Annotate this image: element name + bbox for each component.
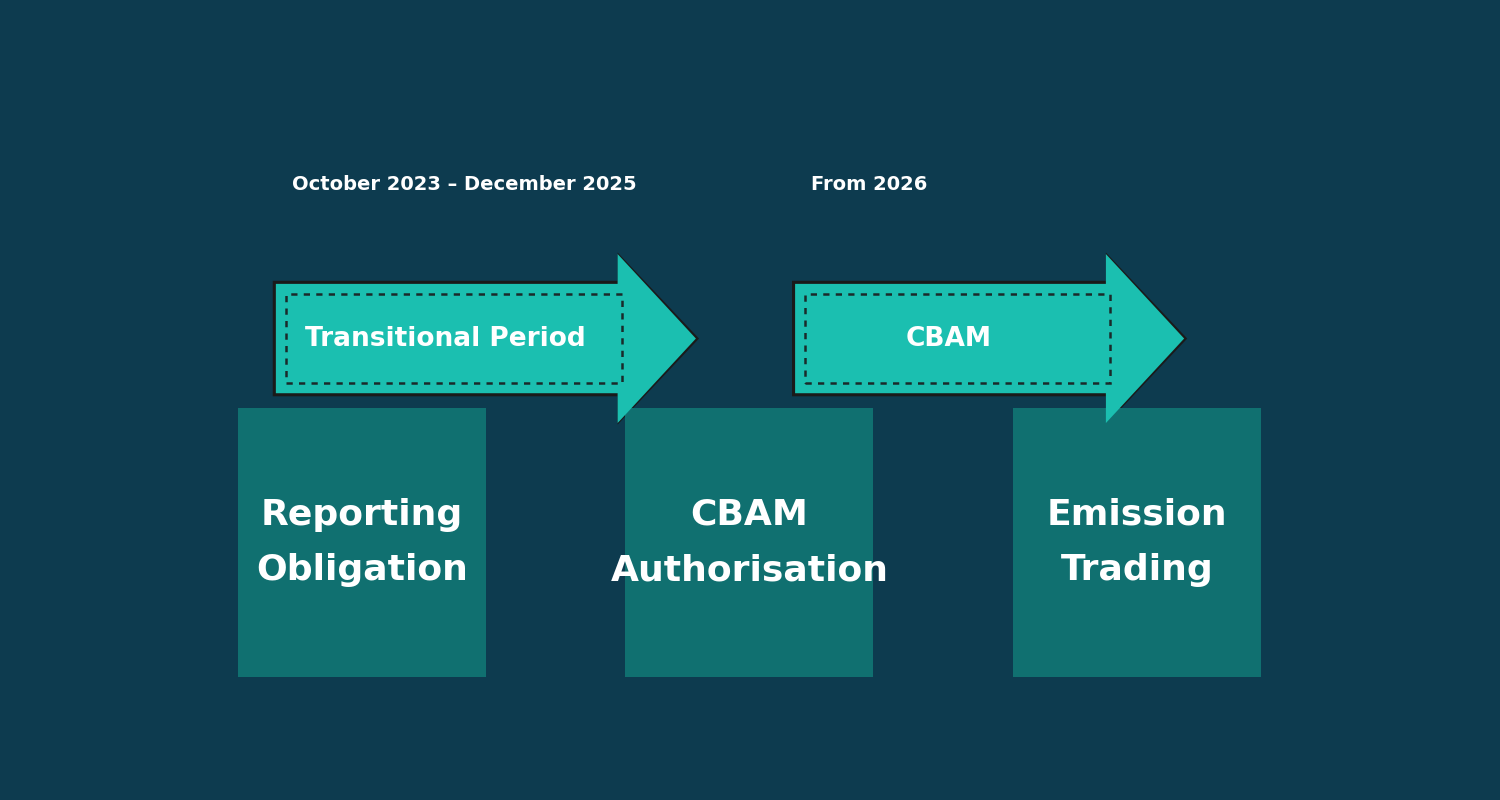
Text: Emission
Trading: Emission Trading bbox=[1047, 498, 1227, 587]
Polygon shape bbox=[273, 253, 699, 425]
Text: From 2026: From 2026 bbox=[812, 175, 927, 194]
Text: Transitional Period: Transitional Period bbox=[304, 326, 585, 351]
Text: CBAM
Authorisation: CBAM Authorisation bbox=[610, 498, 888, 587]
FancyBboxPatch shape bbox=[238, 408, 486, 678]
Text: Reporting
Obligation: Reporting Obligation bbox=[256, 498, 468, 587]
Text: CBAM: CBAM bbox=[906, 326, 992, 351]
FancyBboxPatch shape bbox=[1013, 408, 1262, 678]
Polygon shape bbox=[792, 253, 1188, 425]
Polygon shape bbox=[795, 254, 1184, 423]
FancyBboxPatch shape bbox=[626, 408, 873, 678]
Text: October 2023 – December 2025: October 2023 – December 2025 bbox=[292, 175, 636, 194]
Polygon shape bbox=[276, 254, 696, 423]
